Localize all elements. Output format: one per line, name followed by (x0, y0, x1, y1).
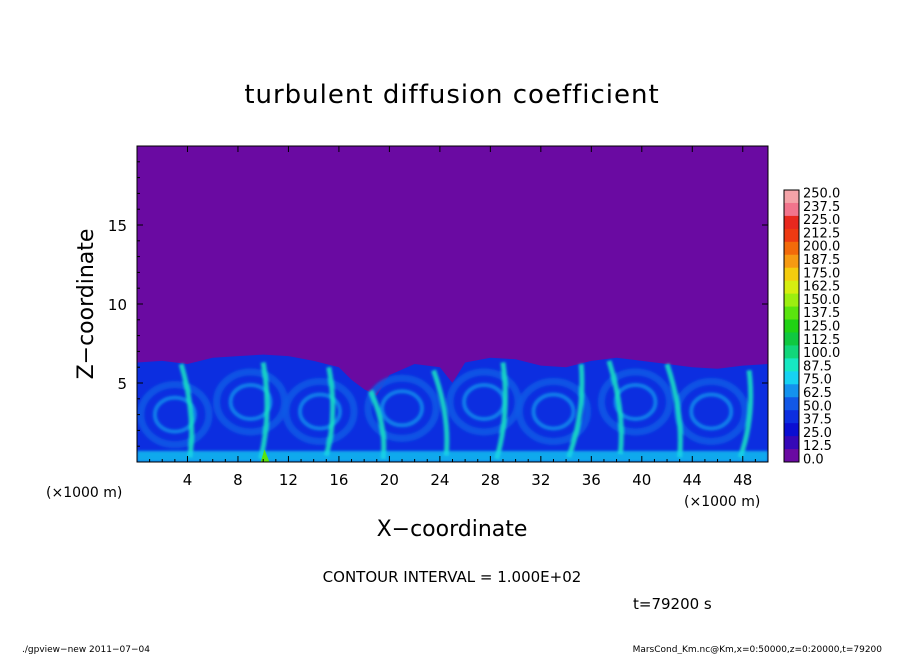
x-tick-label: 40 (632, 471, 651, 489)
colorbar-label: 200.0 (803, 240, 840, 255)
colorbar: 250.0237.5225.0212.5200.0187.5175.0162.5… (783, 187, 840, 468)
colorbar-swatch (784, 293, 799, 308)
colorbar-label: 187.5 (803, 253, 840, 268)
colorbar-swatch (784, 202, 799, 217)
colorbar-swatch (784, 345, 799, 359)
colorbar-swatch (784, 215, 799, 230)
x-unit-left: (×1000 m) (46, 485, 122, 501)
x-tick-label: 24 (430, 471, 449, 489)
eddy-core (689, 392, 734, 431)
colorbar-swatch (784, 449, 799, 463)
x-axis-label: X−coordinate (377, 517, 528, 542)
plume (258, 362, 270, 460)
colorbar-swatch (784, 319, 799, 333)
plume (494, 362, 508, 460)
plume (566, 363, 585, 459)
colorbar-label: 225.0 (803, 213, 840, 228)
plume (664, 363, 683, 458)
time-label: t=79200 s (633, 595, 712, 613)
plume (323, 366, 336, 457)
x-unit-right: (×1000 m) (684, 494, 760, 510)
x-tick-label: 48 (733, 471, 752, 489)
y-tick-label: 10 (108, 296, 127, 314)
colorbar-label: 137.5 (803, 306, 840, 321)
colorbar-label: 162.5 (803, 280, 840, 295)
colorbar-swatch (784, 306, 799, 321)
colorbar-swatch (784, 332, 799, 346)
colorbar-label: 12.5 (803, 439, 832, 454)
plume (606, 360, 624, 455)
colorbar-label: 112.5 (803, 333, 840, 348)
x-tick-label: 28 (481, 471, 500, 489)
y-axis-label: Z−coordinate (74, 229, 99, 380)
colorbar-swatch (784, 423, 799, 437)
eddy (515, 377, 591, 445)
x-tick-label: 32 (531, 471, 550, 489)
turbulent-layer (137, 354, 768, 462)
colorbar-label: 212.5 (803, 226, 840, 241)
colorbar-swatch (784, 436, 799, 450)
colorbar-swatch (784, 397, 799, 411)
x-tick-label: 20 (380, 471, 399, 489)
eddy-structures (137, 360, 768, 462)
eddy (282, 377, 358, 445)
footer-right: MarsCond_Km.nc@Km,x=0:50000,z=0:20000,t=… (633, 645, 883, 654)
colorbar-swatch (784, 371, 799, 385)
colorbar-label: 37.5 (803, 413, 832, 428)
y-tick-label: 5 (117, 375, 127, 393)
eddy (597, 368, 673, 436)
colorbar-swatch (784, 280, 799, 295)
colorbar-label: 87.5 (803, 359, 832, 374)
x-tick-label: 44 (683, 471, 702, 489)
eddy-core (228, 382, 273, 421)
x-tick-label: 12 (279, 471, 298, 489)
eddy-core (152, 395, 197, 434)
colorbar-frame (783, 189, 800, 463)
colorbar-swatch (784, 267, 799, 282)
colorbar-label: 125.0 (803, 320, 840, 335)
colorbar-label: 62.5 (803, 386, 832, 401)
colorbar-label: 150.0 (803, 293, 840, 308)
plume (431, 369, 450, 456)
colorbar-label: 25.0 (803, 426, 832, 441)
footer-left: ./gpview−new 2011−07−04 (22, 645, 150, 654)
colorbar-swatch (784, 384, 799, 398)
eddy-core (613, 382, 658, 421)
x-tick-label: 16 (329, 471, 348, 489)
y-tick-label: 15 (108, 217, 127, 235)
plume (737, 370, 754, 459)
colorbar-label: 50.0 (803, 399, 832, 414)
eddy (137, 381, 213, 449)
surface-layer (137, 450, 768, 462)
plume (178, 363, 195, 458)
colorbar-label: 237.5 (803, 200, 840, 215)
colorbar-swatch (784, 190, 799, 204)
colorbar-swatch (784, 358, 799, 372)
chart-title: turbulent diffusion coefficient (244, 80, 659, 110)
colorbar-label: 250.0 (803, 187, 840, 202)
x-tick-label: 36 (582, 471, 601, 489)
x-tick-label: 8 (233, 471, 243, 489)
eddy-core (531, 392, 576, 431)
x-tick-label: 4 (183, 471, 193, 489)
y-axis-ticks: 5 10 15 (108, 161, 768, 447)
colorbar-swatch (784, 241, 799, 256)
colorbar-swatch (784, 410, 799, 424)
colorbar-label: 75.0 (803, 373, 832, 388)
local-maximum (260, 449, 270, 462)
colorbar-label: 0.0 (803, 453, 824, 468)
colorbar-swatch (784, 228, 799, 243)
contour-interval: CONTOUR INTERVAL = 1.000E+02 (323, 568, 582, 586)
eddy-core (380, 389, 425, 428)
eddy (364, 374, 440, 442)
colorbar-label: 100.0 (803, 346, 840, 361)
x-axis-ticks: 4 8 12 16 20 24 28 32 36 40 44 48 (149, 146, 756, 489)
eddy-core (297, 392, 342, 431)
colorbar-label: 175.0 (803, 266, 840, 281)
colorbar-swatch (784, 254, 799, 269)
